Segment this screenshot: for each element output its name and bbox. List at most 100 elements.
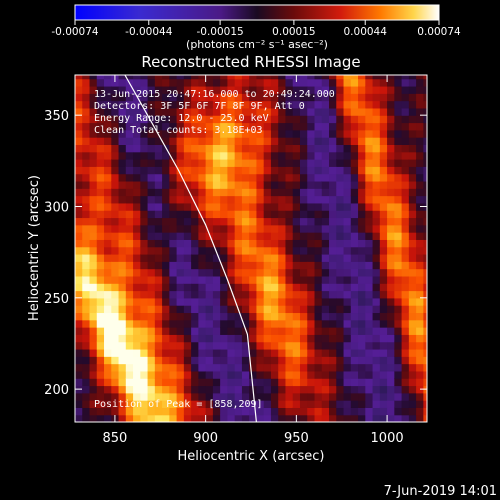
heatmap-cell (343, 107, 352, 116)
heatmap-cell (416, 78, 424, 87)
heatmap-cell (75, 210, 83, 219)
heatmap-cell (423, 305, 427, 314)
heatmap-cell (205, 224, 214, 233)
heatmap-cell (408, 356, 417, 365)
heatmap-cell (263, 210, 272, 219)
heatmap-cell (241, 283, 250, 292)
heatmap-cell (241, 137, 250, 145)
heatmap-cell (205, 202, 214, 211)
heatmap-cell (321, 232, 330, 240)
heatmap-cell (75, 166, 83, 175)
heatmap-cell (365, 275, 374, 284)
heatmap-cell (292, 85, 301, 94)
heatmap-cell (96, 210, 105, 219)
heatmap-cell (241, 341, 250, 350)
heatmap-cell (314, 137, 323, 145)
heatmap-cell (96, 180, 105, 189)
heatmap-cell (154, 75, 163, 80)
heatmap-cell (133, 195, 141, 204)
heatmap-cell (220, 246, 229, 255)
heatmap-cell (270, 341, 279, 350)
heatmap-cell (408, 115, 417, 124)
heatmap-cell (401, 100, 410, 109)
heatmap-cell (118, 407, 127, 416)
heatmap-cell (140, 180, 149, 189)
heatmap-cell (176, 173, 185, 182)
heatmap-cell (104, 246, 112, 255)
heatmap-cell (379, 210, 388, 219)
heatmap-cell (191, 253, 199, 262)
heatmap-cell (205, 210, 214, 219)
heatmap-cell (111, 202, 120, 211)
heatmap-cell (198, 217, 207, 226)
heatmap-cell (82, 115, 91, 124)
heatmap-cell (176, 166, 185, 175)
heatmap-cell (147, 202, 156, 211)
heatmap-cell (162, 180, 170, 189)
heatmap-cell (394, 85, 403, 94)
heatmap-cell (285, 195, 294, 204)
heatmap-cell (350, 144, 359, 153)
heatmap-cell (191, 137, 199, 145)
heatmap-cell (89, 268, 98, 277)
heatmap-cell (387, 319, 395, 328)
heatmap-cell (358, 144, 366, 153)
heatmap-cell (416, 392, 424, 401)
heatmap-cell (270, 370, 279, 379)
heatmap-cell (263, 305, 272, 314)
heatmap-cell (227, 144, 236, 153)
heatmap-cell (307, 85, 316, 94)
heatmap-cell (401, 232, 410, 240)
heatmap-cell (270, 392, 279, 401)
heatmap-cell (329, 297, 337, 306)
heatmap-cell (387, 246, 395, 255)
heatmap-cell (263, 319, 272, 328)
heatmap-cell (336, 188, 345, 197)
heatmap-cell (263, 78, 272, 87)
heatmap-cell (176, 312, 185, 321)
heatmap-cell (285, 129, 294, 138)
heatmap-cell (270, 356, 279, 365)
heatmap-cell (379, 407, 388, 416)
heatmap-cell (270, 348, 279, 357)
heatmap-cell (169, 151, 178, 160)
heatmap-cell (270, 122, 279, 131)
heatmap-cell (154, 188, 163, 197)
heatmap-cell (118, 275, 127, 284)
heatmap-cell (263, 115, 272, 124)
heatmap-cell (292, 312, 301, 321)
heatmap-cell (329, 166, 337, 175)
heatmap-cell (365, 341, 374, 350)
heatmap-cell (118, 363, 127, 372)
heatmap-cell (270, 85, 279, 94)
heatmap-cell (169, 334, 178, 343)
heatmap-cell (329, 129, 337, 138)
heatmap-cell (147, 261, 156, 270)
heatmap-cell (241, 319, 250, 328)
heatmap-cell (227, 151, 236, 160)
heatmap-cell (205, 246, 214, 255)
heatmap-cell (372, 334, 381, 343)
heatmap-cell (227, 261, 236, 270)
heatmap-cell (292, 370, 301, 379)
heatmap-cell (183, 78, 192, 87)
heatmap-cell (133, 327, 141, 335)
heatmap-cell (104, 370, 112, 379)
heatmap-cell (307, 312, 316, 321)
heatmap-cell (140, 122, 149, 131)
heatmap-cell (379, 78, 388, 87)
heatmap-cell (249, 122, 258, 131)
heatmap-cell (125, 217, 134, 226)
heatmap-cell (96, 385, 105, 394)
heatmap-cell (416, 144, 424, 153)
heatmap-cell (307, 378, 316, 387)
heatmap-cell (212, 348, 221, 357)
heatmap-cell (314, 166, 323, 175)
heatmap-cell (358, 107, 366, 116)
heatmap-cell (329, 341, 337, 350)
heatmap-cell (191, 151, 199, 160)
heatmap-cell (205, 363, 214, 372)
heatmap-cell (358, 268, 366, 277)
heatmap-cell (256, 93, 265, 102)
